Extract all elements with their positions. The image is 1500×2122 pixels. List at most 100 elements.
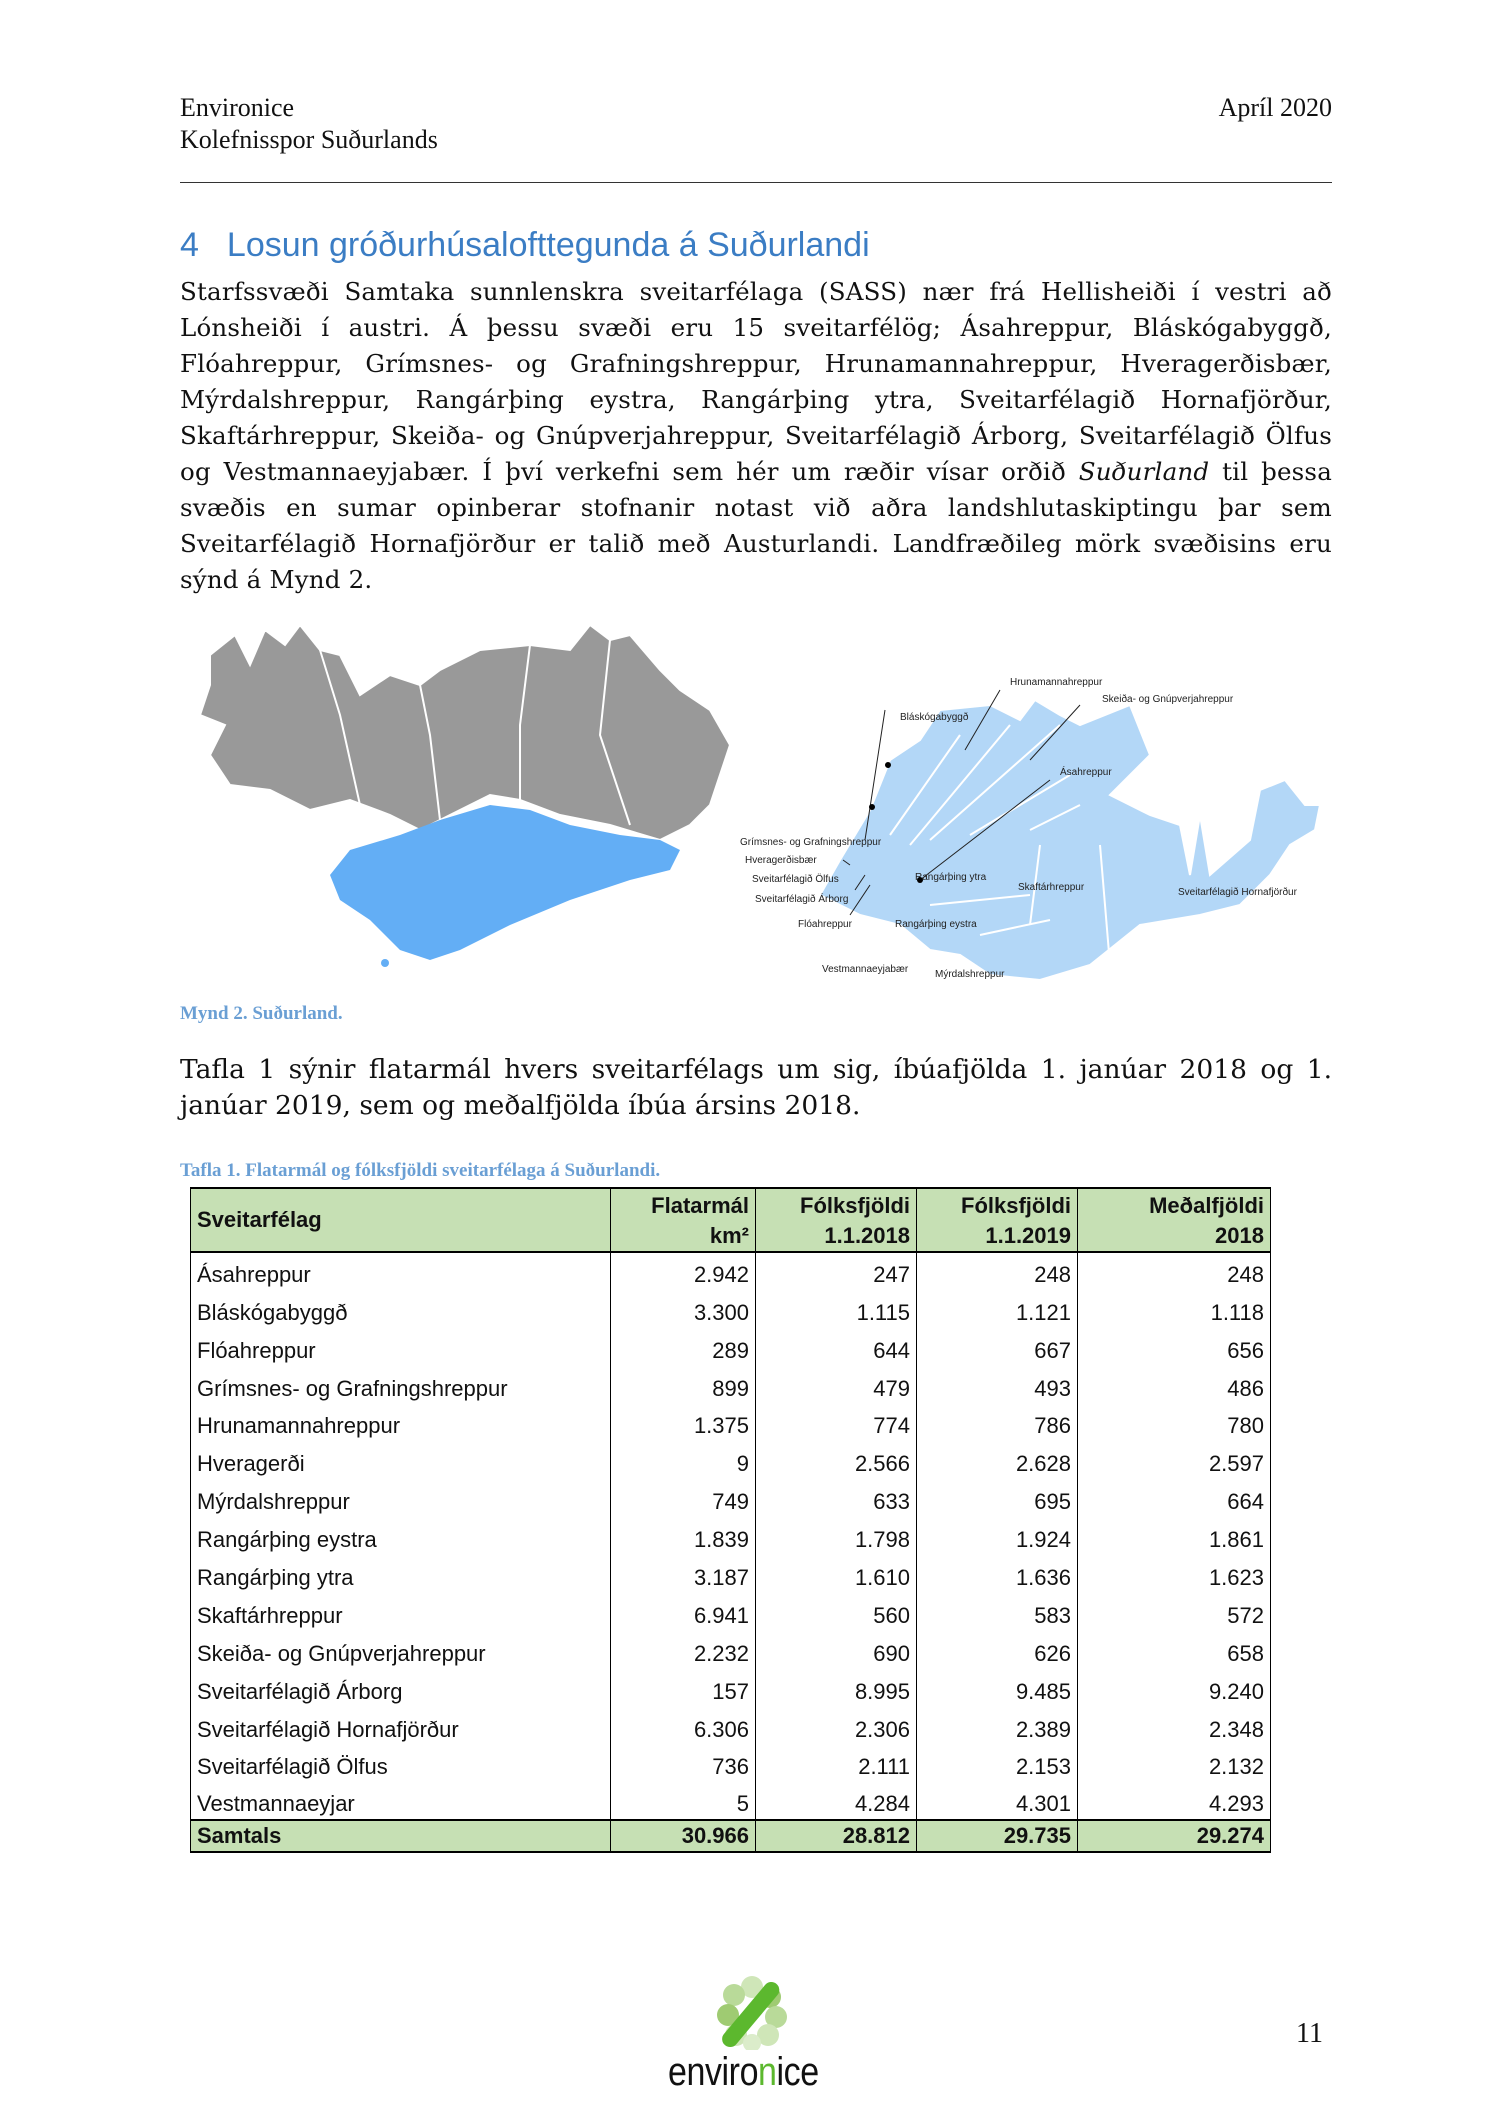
cell-value: 690: [755, 1630, 917, 1669]
cell-value: 493: [916, 1365, 1078, 1404]
table-row: Flóahreppur 289 644 667 656: [190, 1327, 1271, 1366]
cell-value: 1.121: [916, 1289, 1078, 1328]
cell-value: 248: [916, 1252, 1078, 1290]
header-area: Flatarmál km²: [610, 1187, 756, 1253]
cell-value: 658: [1077, 1630, 1271, 1669]
cell-value: 583: [916, 1593, 1078, 1631]
cell-value: 2.306: [755, 1706, 917, 1745]
table-row: Mýrdalshreppur 749 633 695 664: [190, 1479, 1271, 1518]
header-pop-2019: Fólksfjöldi 1.1.2019: [916, 1187, 1078, 1253]
cell-value: 8.995: [755, 1668, 917, 1707]
inset-region: [818, 698, 1322, 982]
region-borders: [319, 639, 631, 826]
cell-value: 2.153: [916, 1744, 1078, 1783]
cell-value: 644: [755, 1327, 917, 1366]
cell-value: 749: [610, 1479, 756, 1518]
table-row: Sveitarfélagið Hornafjörður 6.306 2.306 2.3…: [190, 1706, 1271, 1745]
cell-value: 695: [916, 1479, 1078, 1518]
cell-value: 572: [1077, 1593, 1271, 1631]
cell-value: 633: [755, 1479, 917, 1518]
cell-municipality: Bláskógabyggð: [190, 1289, 611, 1328]
cell-municipality: Rangárþing ytra: [190, 1555, 611, 1594]
cell-value: 2.132: [1077, 1744, 1271, 1783]
cell-municipality: Skaftárhreppur: [190, 1593, 611, 1631]
cell-municipality: Grímsnes- og Grafningshreppur: [190, 1365, 611, 1404]
table-row: Bláskógabyggð 3.300 1.115 1.121 1.118: [190, 1289, 1271, 1328]
map-labels: Hrunamannahreppur Skeiða- og Gnúpverjahr…: [740, 677, 1298, 980]
cell-value: 1.924: [916, 1517, 1078, 1556]
table-row: Hveragerði 9 2.566 2.628 2.597: [190, 1441, 1271, 1480]
cell-value: 289: [610, 1327, 756, 1366]
cell-municipality: Hrunamannahreppur: [190, 1403, 611, 1442]
cell-municipality: Sveitarfélagið Ölfus: [190, 1744, 611, 1783]
paragraph-text: Starfssvæði Samtaka sunnlenskra sveitarf…: [180, 277, 1332, 486]
cell-value: 1.118: [1077, 1289, 1271, 1328]
cell-value: 9: [610, 1441, 756, 1480]
table-row: Rangárþing eystra 1.839 1.798 1.924 1.861: [190, 1517, 1271, 1556]
south-iceland-municipality-map: Hrunamannahreppur Skeiða- og Gnúpverjahr…: [740, 677, 1322, 982]
cell-municipality: Sveitarfélagið Árborg: [190, 1668, 611, 1707]
header-municipality: Sveitarfélag: [190, 1187, 611, 1253]
cell-value: 1.115: [755, 1289, 917, 1328]
header-date: Apríl 2020: [1218, 93, 1332, 122]
cell-value: 1.610: [755, 1555, 917, 1594]
label-asahreppur: Ásahreppur: [1060, 765, 1112, 778]
south-iceland-region: [330, 805, 680, 960]
cell-value: 1.798: [755, 1517, 917, 1556]
iceland-north-regions: [198, 623, 732, 842]
environice-logo-mark: [717, 1976, 787, 2050]
label-arborg: Sveitarfélagið Árborg: [755, 892, 848, 905]
table-total-row: Samtals 30.966 28.812 29.735 29.274: [190, 1819, 1271, 1854]
cell-municipality: Skeiða- og Gnúpverjahreppur: [190, 1630, 611, 1669]
header-avg-2018: Meðalfjöldi 2018: [1077, 1187, 1271, 1253]
label-rangarthing-eystra: Rangárþing eystra: [895, 919, 977, 930]
cell-value: 479: [755, 1365, 917, 1404]
cell-value: 4.284: [755, 1782, 917, 1821]
iceland-map: [198, 623, 732, 967]
table-row: Skeiða- og Gnúpverjahreppur 2.232 690 626 65…: [190, 1630, 1271, 1669]
label-floahreppur: Flóahreppur: [798, 919, 853, 930]
section-heading: 4 Losun gróðurhúsalofttegunda á Suðurland…: [180, 226, 870, 265]
label-hornafjordur: Sveitarfélagið Hornafjörður: [1178, 886, 1298, 898]
cell-value: 2.942: [610, 1252, 756, 1290]
cell-value: 1.636: [916, 1555, 1078, 1594]
label-olfus: Sveitarfélagið Ölfus: [752, 873, 839, 885]
figure-caption: Mynd 2. Suðurland.: [180, 1003, 343, 1024]
label-blaskogabyggd: Bláskógabyggð: [900, 711, 969, 723]
label-myrdalshreppur: Mýrdalshreppur: [935, 969, 1005, 980]
table-row: Sveitarfélagið Ölfus 736 2.111 2.153 2.132: [190, 1744, 1271, 1783]
page-number: 11: [1296, 2018, 1323, 2049]
total-label: Samtals: [190, 1819, 611, 1854]
table-row: Grímsnes- og Grafningshreppur 899 479 493 48…: [190, 1365, 1271, 1404]
inset-borders: [889, 724, 1111, 966]
total-value: 30.966: [610, 1819, 756, 1854]
total-value: 29.274: [1077, 1819, 1271, 1854]
cell-value: 899: [610, 1365, 756, 1404]
leader-lines: [842, 689, 1081, 916]
cell-municipality: Sveitarfélagið Hornafjörður: [190, 1706, 611, 1745]
cell-value: 2.111: [755, 1744, 917, 1783]
cell-value: 2.628: [916, 1441, 1078, 1480]
cell-value: 656: [1077, 1327, 1271, 1366]
table-row: Vestmannaeyjar 5 4.284 4.301 4.293: [190, 1782, 1271, 1821]
environice-logo-text: environice: [668, 2050, 819, 2094]
header-report: Kolefnisspor Suðurlands: [180, 125, 438, 154]
cell-municipality: Vestmannaeyjar: [190, 1782, 611, 1821]
total-value: 29.735: [916, 1819, 1078, 1854]
section-title: Losun gróðurhúsalofttegunda á Suðurlandi: [226, 226, 870, 264]
header-pop-2018: Fólksfjöldi 1.1.2018: [755, 1187, 917, 1253]
cell-value: 786: [916, 1403, 1078, 1442]
cell-municipality: Mýrdalshreppur: [190, 1479, 611, 1518]
cell-value: 2.389: [916, 1706, 1078, 1745]
cell-value: 2.566: [755, 1441, 917, 1480]
cell-value: 4.293: [1077, 1782, 1271, 1821]
cell-municipality: Ásahreppur: [190, 1252, 611, 1290]
cell-value: 780: [1077, 1403, 1271, 1442]
cell-value: 774: [755, 1403, 917, 1442]
cell-value: 248: [1077, 1252, 1271, 1290]
cell-value: 560: [755, 1593, 917, 1631]
table-row: Ásahreppur 2.942 247 248 248: [190, 1252, 1271, 1290]
label-hrunamannahreppur: Hrunamannahreppur: [1010, 677, 1103, 688]
cell-value: 736: [610, 1744, 756, 1783]
cell-municipality: Rangárþing eystra: [190, 1517, 611, 1556]
